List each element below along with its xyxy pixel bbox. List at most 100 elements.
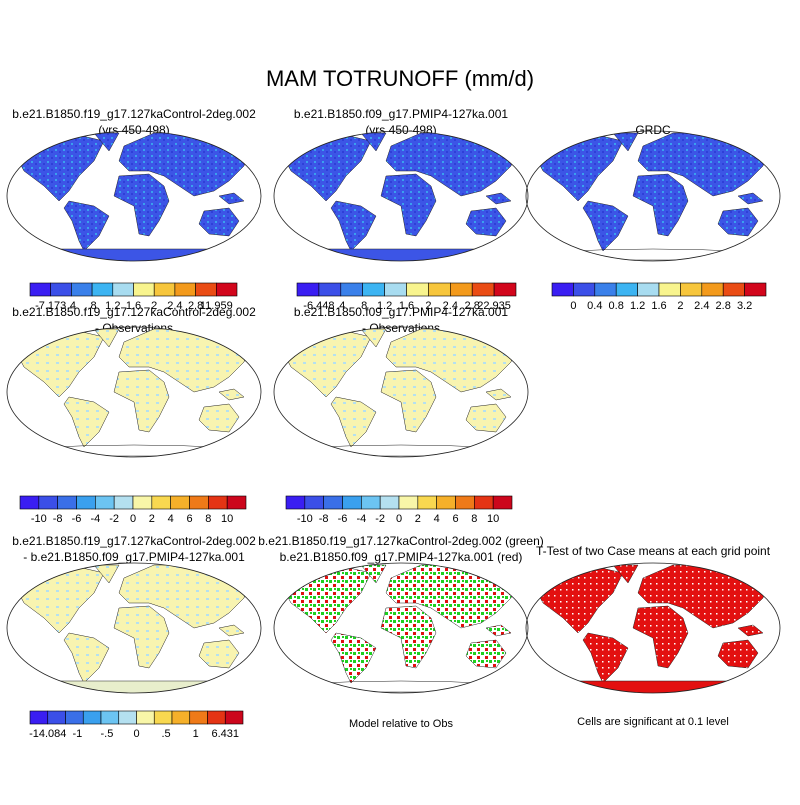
- colorbar-label: -10: [31, 513, 47, 525]
- colorbar-box: [637, 282, 660, 297]
- panel-title: T-Test of two Case means at each grid po…: [536, 544, 771, 558]
- colorbar-label: .8: [358, 300, 367, 312]
- colorbar-label: .5: [161, 728, 170, 740]
- colorbar-label: 0: [133, 728, 139, 740]
- colorbar-box: [455, 495, 475, 510]
- colorbar-box: [76, 495, 96, 510]
- world-map: [525, 562, 781, 694]
- antarctica: [526, 680, 780, 693]
- colorbar-label: 6: [186, 513, 192, 525]
- colorbar: -6.448.4 .8 1.2 1.6 2 2.4 2.822.935: [296, 282, 517, 312]
- colorbar-box: [174, 282, 196, 297]
- map-content: [15, 328, 250, 457]
- colorbar-label: 1.2: [105, 300, 120, 312]
- panel-title: - b.e21.B1850.f09_g17.PMIP4-127ka.001: [23, 550, 245, 564]
- map-panel: b.e21.B1850.f19_g17.127kaControl-2deg.00…: [6, 305, 262, 525]
- colorbar-box: [207, 710, 226, 725]
- map-content: [526, 564, 780, 693]
- world-map: [6, 130, 262, 262]
- colorbar-label: 10: [487, 513, 499, 525]
- figure-title: MAM TOTRUNOFF (mm/d): [266, 66, 534, 91]
- colorbar-box: [208, 495, 228, 510]
- colorbar-label: -4: [90, 513, 100, 525]
- colorbar-label: 0: [396, 513, 402, 525]
- panel-title: b.e21.B1850.f19_g17.127kaControl-2deg.00…: [12, 107, 256, 121]
- colorbar: -10 -8 -6 -4 -2 0 2 4 6 8 10: [285, 495, 513, 525]
- colorbar-label: -6: [72, 513, 82, 525]
- colorbar-label: 2: [425, 300, 431, 312]
- colorbar-label: 6: [452, 513, 458, 525]
- colorbar-box: [29, 282, 52, 297]
- colorbar-box: [493, 282, 517, 297]
- colorbar-label: 2.4: [694, 300, 709, 312]
- map-frame: [273, 130, 529, 262]
- colorbar-box: [153, 710, 173, 725]
- colorbar-label: 2: [151, 300, 157, 312]
- colorbar-box: [216, 282, 238, 297]
- colorbar-label: 10: [221, 513, 233, 525]
- colorbar-label: 0.4: [587, 300, 602, 312]
- map-frame: [6, 130, 262, 262]
- colorbar-label: -2: [375, 513, 385, 525]
- antarctica: [7, 248, 261, 261]
- colorbar-box: [573, 282, 596, 297]
- colorbar-label: -1: [72, 728, 82, 740]
- colorbar-label: .8: [88, 300, 97, 312]
- map-frame: [6, 326, 262, 458]
- colorbar-box: [136, 710, 155, 725]
- colorbar-box: [744, 282, 767, 297]
- colorbar-label: -.5: [100, 728, 113, 740]
- map-content: [274, 132, 528, 261]
- map-content: [282, 564, 517, 693]
- colorbar-box: [362, 282, 385, 297]
- colorbar-label: 4: [434, 513, 440, 525]
- colorbar-box: [398, 495, 419, 510]
- map-frame: [273, 326, 529, 458]
- colorbar: 0 0.4 0.8 1.2 1.6 2 2.4 2.8 3.2: [551, 282, 767, 312]
- colorbar-box: [29, 710, 49, 725]
- colorbar-label: 1.2: [630, 300, 645, 312]
- colorbar-label: -10: [297, 513, 313, 525]
- colorbar-box: [171, 710, 191, 725]
- colorbar-box: [189, 495, 209, 510]
- colorbar-box: [471, 282, 495, 297]
- colorbar-label: -6.448: [303, 300, 334, 312]
- colorbar-label: 1.2: [377, 300, 392, 312]
- colorbar-label: 0.8: [609, 300, 624, 312]
- colorbar-box: [296, 282, 320, 297]
- colorbar-box: [224, 710, 244, 725]
- land: [282, 132, 517, 252]
- colorbar-label: -4: [356, 513, 366, 525]
- colorbar-box: [474, 495, 494, 510]
- colorbar-box: [151, 495, 171, 510]
- land: [534, 132, 769, 252]
- colorbar-box: [19, 495, 40, 510]
- colorbar-label: 0: [570, 300, 576, 312]
- land: [15, 564, 250, 684]
- colorbar-box: [304, 495, 324, 510]
- colorbar-label: 2.8: [465, 300, 480, 312]
- colorbar-label: -8: [319, 513, 329, 525]
- colorbar: -7.173.4 .8 1.2 1.6 2 2.4 2.811.959: [29, 282, 238, 312]
- colorbar-box: [100, 710, 120, 725]
- panel-title: b.e21.B1850.f09_g17.PMIP4-127ka.001: [294, 107, 508, 121]
- colorbar-label: 0: [130, 513, 136, 525]
- colorbar-box: [658, 282, 681, 297]
- world-map: [6, 562, 262, 694]
- colorbar-box: [417, 495, 437, 510]
- colorbar-box: [323, 495, 343, 510]
- colorbar-box: [91, 282, 114, 297]
- colorbar-box: [285, 495, 306, 510]
- colorbar-label: .4: [67, 300, 76, 312]
- map-content: [7, 564, 261, 693]
- colorbar-label: -14.084: [29, 728, 66, 740]
- colorbar-label: -2: [109, 513, 119, 525]
- world-map: [525, 130, 781, 262]
- colorbar-box: [57, 495, 77, 510]
- colorbar-box: [342, 495, 362, 510]
- colorbar-box: [594, 282, 617, 297]
- colorbar-box: [492, 495, 513, 510]
- colorbar-box: [118, 710, 137, 725]
